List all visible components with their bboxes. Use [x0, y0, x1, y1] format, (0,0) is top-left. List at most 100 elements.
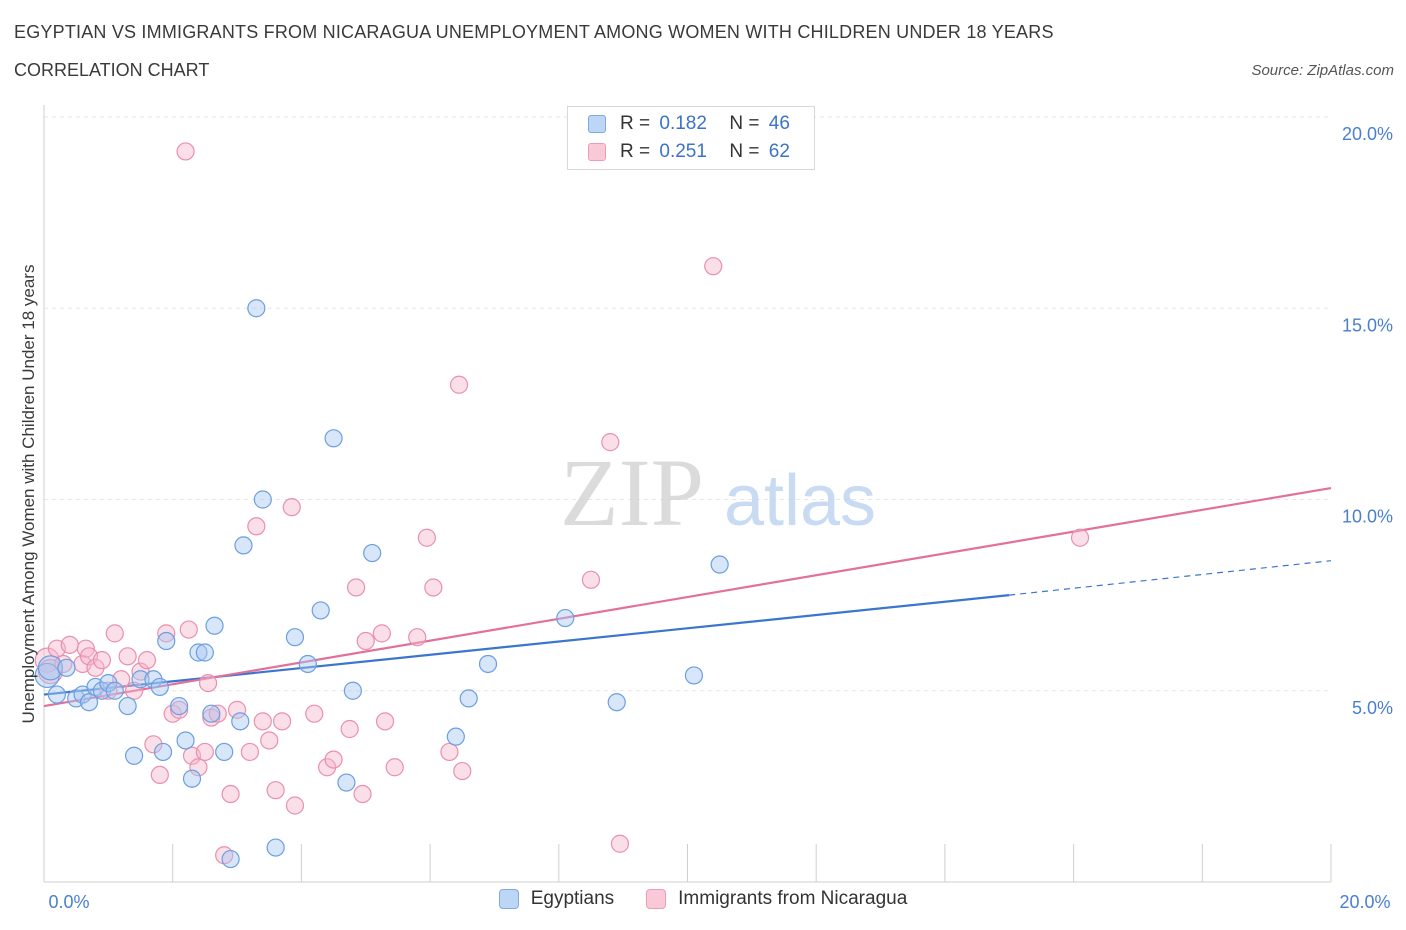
point-nicaragua — [170, 700, 189, 719]
point-nicaragua — [324, 750, 343, 769]
point-egyptians — [343, 681, 362, 700]
point-nicaragua — [417, 528, 436, 547]
point-nicaragua — [176, 142, 195, 161]
legend-swatch-pink — [646, 889, 667, 909]
data-points — [34, 142, 1090, 869]
point-egyptians — [189, 643, 208, 662]
point-nicaragua — [253, 712, 272, 731]
point-egyptians — [118, 696, 137, 716]
point-nicaragua — [144, 735, 163, 754]
legend-n-label: N = — [729, 141, 760, 162]
point-nicaragua — [266, 781, 285, 800]
chart-title: EGYPTIAN VS IMMIGRANTS FROM NICARAGUA UN… — [14, 22, 1054, 42]
point-nicaragua — [375, 712, 395, 731]
point-egyptians — [205, 616, 224, 635]
legend-item-egyptians[interactable]: Egyptians — [498, 888, 615, 910]
legend-r-value: 0.251 — [659, 141, 707, 162]
point-nicaragua — [247, 517, 266, 536]
trend-lines — [43, 486, 1332, 708]
legend-r-label: R = — [620, 141, 651, 162]
point-nicaragua — [453, 761, 472, 781]
point-egyptians — [176, 731, 195, 750]
point-egyptians — [202, 704, 221, 723]
point-nicaragua — [221, 784, 240, 804]
point-nicaragua — [610, 834, 630, 853]
point-nicaragua — [356, 631, 375, 651]
point-nicaragua — [449, 375, 469, 394]
legend-swatch-blue — [498, 889, 519, 909]
point-egyptians — [446, 727, 465, 746]
point-egyptians — [170, 696, 189, 716]
point-egyptians — [253, 490, 272, 509]
point-egyptians — [285, 628, 305, 647]
legend-label-egyptians: Egyptians — [530, 888, 615, 909]
point-egyptians — [298, 654, 317, 674]
point-egyptians — [607, 693, 626, 712]
point-nicaragua — [137, 651, 157, 670]
point-egyptians — [337, 773, 356, 792]
point-nicaragua — [260, 731, 279, 750]
point-egyptians — [105, 681, 124, 700]
point-egyptians — [556, 608, 575, 628]
point-egyptians — [124, 746, 144, 765]
watermark-zip: ZIP — [560, 439, 704, 546]
legend-row-egyptians: R = 0.182 N = 46 — [588, 112, 790, 136]
point-egyptians — [157, 631, 176, 651]
watermark-atlas: atlas — [724, 461, 876, 541]
tick-labels: 5.0% 10.0% 15.0% 20.0% 0.0% 20.0% — [48, 124, 1393, 912]
legend-swatch-pink — [588, 143, 606, 161]
point-egyptians — [195, 643, 214, 662]
point-nicaragua — [408, 628, 427, 647]
chart-subtitle: CORRELATION CHART — [14, 60, 210, 80]
point-egyptians — [57, 658, 76, 677]
point-nicaragua — [353, 784, 372, 804]
point-nicaragua — [198, 673, 218, 693]
point-nicaragua — [704, 257, 723, 276]
point-nicaragua — [601, 433, 620, 452]
point-egyptians — [47, 685, 66, 704]
x-tick-label: 0.0% — [48, 892, 89, 912]
point-nicaragua — [150, 765, 169, 785]
grid-lines — [44, 116, 1331, 692]
point-nicaragua — [240, 742, 260, 762]
point-egyptians — [150, 677, 169, 697]
point-nicaragua — [227, 700, 247, 719]
point-nicaragua — [282, 498, 301, 517]
trend-line-egyptians — [43, 594, 1010, 696]
y-tick-label: 20.0% — [1342, 124, 1393, 144]
axes — [43, 105, 1332, 883]
point-nicaragua — [272, 712, 292, 731]
legend-n-label: N = — [729, 113, 760, 134]
y-tick-label: 15.0% — [1342, 315, 1393, 335]
point-nicaragua — [208, 704, 227, 723]
legend-swatch-blue — [588, 115, 606, 133]
point-egyptians — [215, 742, 234, 762]
point-nicaragua — [285, 796, 305, 815]
watermark: ZIP atlas — [560, 439, 876, 546]
point-egyptians — [459, 689, 478, 708]
point-nicaragua — [385, 758, 404, 777]
point-egyptians — [247, 299, 266, 318]
y-tick-label: 5.0% — [1352, 698, 1393, 718]
point-egyptians — [37, 655, 64, 681]
legend-item-nicaragua[interactable]: Immigrants from Nicaragua — [646, 888, 907, 910]
series-legend: Egyptians Immigrants from Nicaragua — [0, 888, 1406, 910]
point-egyptians — [231, 712, 250, 731]
legend-r-label: R = — [620, 113, 651, 134]
point-egyptians — [710, 555, 729, 574]
point-nicaragua — [118, 647, 137, 666]
legend-n-value: 62 — [768, 141, 790, 162]
correlation-legend: R = 0.182 N = 46 R = 0.251 N = 62 — [567, 106, 815, 170]
legend-n-value: 46 — [768, 113, 790, 134]
point-egyptians — [153, 742, 173, 762]
point-nicaragua — [157, 624, 176, 643]
legend-r-value: 0.182 — [659, 113, 707, 134]
trend-line-egyptians-extension — [1009, 560, 1332, 596]
point-egyptians — [363, 543, 382, 563]
point-nicaragua — [440, 742, 459, 762]
point-nicaragua — [346, 578, 366, 597]
point-nicaragua — [179, 620, 198, 639]
y-axis-label: Unemployment Among Women with Children U… — [19, 265, 38, 724]
point-nicaragua — [424, 578, 443, 597]
point-egyptians — [234, 536, 253, 555]
